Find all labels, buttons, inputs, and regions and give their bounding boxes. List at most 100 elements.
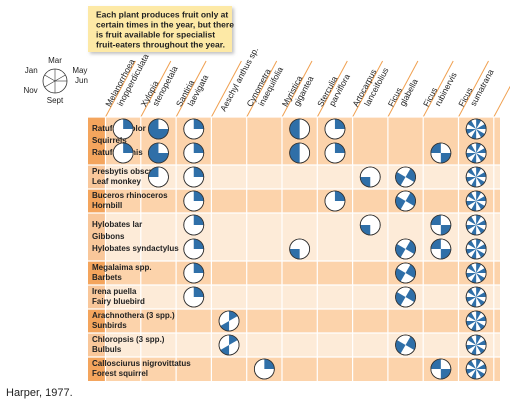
legend-month: Nov bbox=[23, 86, 37, 95]
group-label-band bbox=[88, 117, 105, 165]
fruit-circle-outline bbox=[324, 118, 346, 140]
group-label-band bbox=[88, 357, 105, 381]
fruit-circle-outline bbox=[289, 238, 311, 260]
fruiting-sector bbox=[193, 119, 204, 129]
row-label: Bulbuls bbox=[92, 345, 122, 354]
fruiting-sector bbox=[123, 119, 134, 129]
fruit-circle-outline bbox=[218, 334, 240, 356]
fruiting-sector bbox=[476, 225, 485, 234]
fruiting-sector bbox=[471, 321, 477, 331]
note-text: is fruit available for specialist bbox=[96, 29, 215, 39]
row-label: Barbets bbox=[92, 273, 122, 282]
fruit-circle-outline bbox=[465, 262, 487, 284]
fruiting-sector bbox=[466, 321, 477, 326]
fruiting-sector bbox=[466, 249, 477, 254]
fruiting-sector bbox=[289, 249, 300, 259]
fruiting-sector bbox=[405, 192, 416, 206]
header-line bbox=[175, 60, 207, 118]
fruiting-sector bbox=[467, 312, 477, 321]
row-label: Forest squirrel bbox=[92, 369, 148, 378]
header-line bbox=[140, 60, 172, 118]
fruiting-sector bbox=[466, 345, 477, 350]
fruiting-sector bbox=[476, 201, 485, 210]
note-text: certain times in the year, but there bbox=[96, 19, 234, 29]
group-label-band bbox=[88, 285, 105, 309]
fruiting-sector bbox=[471, 225, 477, 235]
fruiting-sector bbox=[467, 288, 477, 297]
legend-month: Jun bbox=[75, 76, 88, 85]
fruit-circle-outline bbox=[465, 190, 487, 212]
fruiting-sector bbox=[405, 288, 416, 302]
legend-month: Mar bbox=[48, 56, 62, 65]
fruiting-sector bbox=[405, 264, 416, 278]
group-band bbox=[88, 285, 500, 309]
fruiting-sector bbox=[395, 268, 406, 282]
fruiting-sector bbox=[476, 191, 482, 201]
fruiting-sector bbox=[471, 153, 477, 163]
fruiting-sector bbox=[476, 359, 482, 369]
row-label: Callosciurus nigrovittatus bbox=[92, 359, 191, 368]
row-label: Sunbirds bbox=[92, 321, 127, 330]
header-line bbox=[458, 60, 489, 118]
fruiting-sector bbox=[148, 167, 159, 177]
group-label-band bbox=[88, 333, 105, 357]
row-label: Chloropsis (3 spp.) bbox=[92, 335, 165, 344]
fruiting-sector bbox=[466, 201, 477, 206]
row-label: Hornbill bbox=[92, 201, 122, 210]
fruiting-sector bbox=[405, 336, 416, 350]
header-line bbox=[422, 60, 454, 118]
fruiting-sector bbox=[467, 144, 477, 153]
fruit-circle-outline bbox=[465, 166, 487, 188]
fruit-circle-outline bbox=[183, 238, 205, 260]
group-label-band bbox=[88, 213, 105, 261]
fruiting-sector bbox=[476, 292, 487, 297]
fruiting-sector bbox=[289, 143, 300, 163]
fruiting-sector bbox=[440, 153, 451, 163]
fruiting-sector bbox=[476, 239, 482, 249]
fruiting-sector bbox=[467, 168, 477, 177]
group-band bbox=[88, 333, 500, 357]
fruiting-sector bbox=[289, 119, 300, 139]
row-label: Hylobates syndactylus bbox=[92, 244, 179, 253]
group-label-band bbox=[88, 309, 105, 333]
row-label: Squirrels bbox=[92, 136, 127, 145]
fruiting-sector bbox=[395, 172, 406, 186]
fruit-circle-outline bbox=[253, 358, 275, 380]
fruiting-sector bbox=[476, 268, 487, 273]
fruiting-sector bbox=[466, 177, 477, 182]
fruit-circle-outline bbox=[465, 310, 487, 332]
fruit-circle-outline bbox=[183, 142, 205, 164]
fruit-circle-outline bbox=[112, 118, 134, 140]
fruiting-sector bbox=[193, 287, 204, 297]
fruit-circle-outline bbox=[430, 214, 452, 236]
fruiting-sector bbox=[467, 240, 477, 249]
fruiting-sector bbox=[471, 201, 477, 211]
fruit-circle-outline bbox=[183, 190, 205, 212]
fruiting-sector bbox=[476, 249, 485, 258]
fruiting-sector bbox=[148, 143, 169, 163]
fruit-circle-outline bbox=[183, 118, 205, 140]
fruiting-sector bbox=[264, 359, 275, 369]
fruiting-sector bbox=[476, 316, 487, 321]
fruit-circle-outline bbox=[395, 262, 416, 284]
fruiting-sector bbox=[430, 359, 441, 369]
legend-month: Jan bbox=[25, 66, 38, 75]
fruiting-sector bbox=[476, 148, 487, 153]
group-band bbox=[88, 189, 500, 213]
fruiting-sector bbox=[476, 340, 487, 345]
fruit-circle-outline bbox=[465, 334, 487, 356]
fruiting-sector bbox=[466, 153, 477, 158]
fruiting-sector bbox=[360, 177, 371, 187]
group-band bbox=[88, 309, 500, 333]
fruiting-sector bbox=[395, 196, 406, 210]
row-label: Buceros rhinoceros bbox=[92, 191, 168, 200]
fruit-circle-outline bbox=[359, 166, 381, 188]
fruiting-sector bbox=[334, 143, 345, 153]
fruiting-sector bbox=[193, 263, 204, 273]
fruiting-sector bbox=[471, 297, 477, 307]
